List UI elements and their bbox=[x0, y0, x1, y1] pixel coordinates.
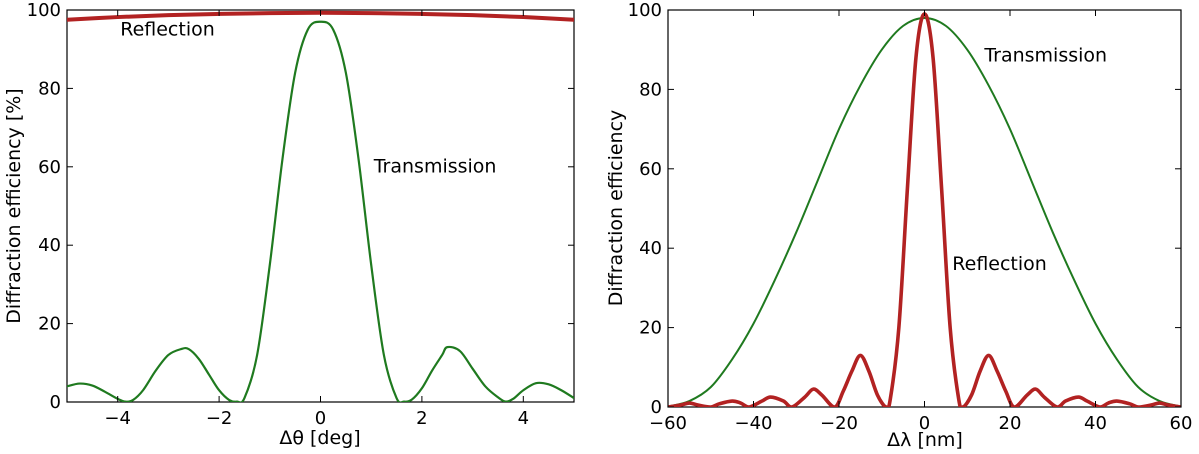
y-tick-label: 80 bbox=[639, 79, 662, 100]
annotation-reflection: Reflection bbox=[120, 18, 215, 40]
y-tick-label: 0 bbox=[50, 392, 61, 413]
x-tick-label: −40 bbox=[735, 413, 773, 434]
series-line-reflection bbox=[668, 12, 1181, 407]
x-tick-label: 0 bbox=[315, 408, 326, 429]
series-layer bbox=[67, 10, 574, 402]
x-axis-label: Δθ [deg] bbox=[279, 427, 360, 449]
y-tick-label: 60 bbox=[639, 159, 662, 180]
y-tick-label: 40 bbox=[38, 235, 61, 256]
x-tick-label: 20 bbox=[999, 413, 1022, 434]
plot-frame bbox=[66, 9, 575, 403]
plot-frame bbox=[667, 9, 1182, 408]
y-tick-label: 20 bbox=[639, 318, 662, 339]
x-tick-label: −60 bbox=[649, 413, 687, 434]
y-tick-label: 20 bbox=[38, 314, 61, 335]
y-tick-label: 80 bbox=[38, 78, 61, 99]
series-layer bbox=[668, 12, 1181, 407]
series-line-transmission bbox=[668, 16, 1181, 407]
x-tick-label: 60 bbox=[1170, 413, 1193, 434]
y-tick-label: 100 bbox=[628, 0, 662, 21]
x-axis-label: Δλ [nm] bbox=[887, 429, 963, 451]
annotation-reflection: Reflection bbox=[952, 253, 1047, 275]
series-line-transmission bbox=[67, 20, 574, 402]
y-tick-label: 40 bbox=[639, 238, 662, 259]
wavelength-chart: −60 −40 −20 0 20 40 60 0 20 40 60 80 100 Transmissio… bbox=[605, 0, 1192, 451]
x-tick-label: −20 bbox=[820, 413, 858, 434]
annotation-transmission: Transmission bbox=[373, 156, 497, 178]
annotation-layer: Transmission Reflection bbox=[952, 45, 1107, 275]
x-tick-label: 40 bbox=[1084, 413, 1107, 434]
x-tick-label: 0 bbox=[919, 413, 930, 434]
y-tick-label: 0 bbox=[651, 397, 662, 418]
x-tick-label: −2 bbox=[206, 408, 233, 429]
x-tick-label: −4 bbox=[104, 408, 131, 429]
x-tick-label: 4 bbox=[518, 408, 529, 429]
y-axis-label: Diffraction efficiency bbox=[605, 110, 627, 307]
y-tick-label: 100 bbox=[27, 0, 61, 21]
ticks-layer: −60 −40 −20 0 20 40 60 0 20 40 60 80 100 bbox=[628, 0, 1193, 434]
annotation-transmission: Transmission bbox=[983, 45, 1107, 67]
y-axis-label: Diffraction efficiency [%] bbox=[3, 88, 25, 323]
x-tick-label: 2 bbox=[416, 408, 427, 429]
y-tick-label: 60 bbox=[38, 157, 61, 178]
annotation-layer: Reflection Transmission bbox=[120, 18, 496, 177]
